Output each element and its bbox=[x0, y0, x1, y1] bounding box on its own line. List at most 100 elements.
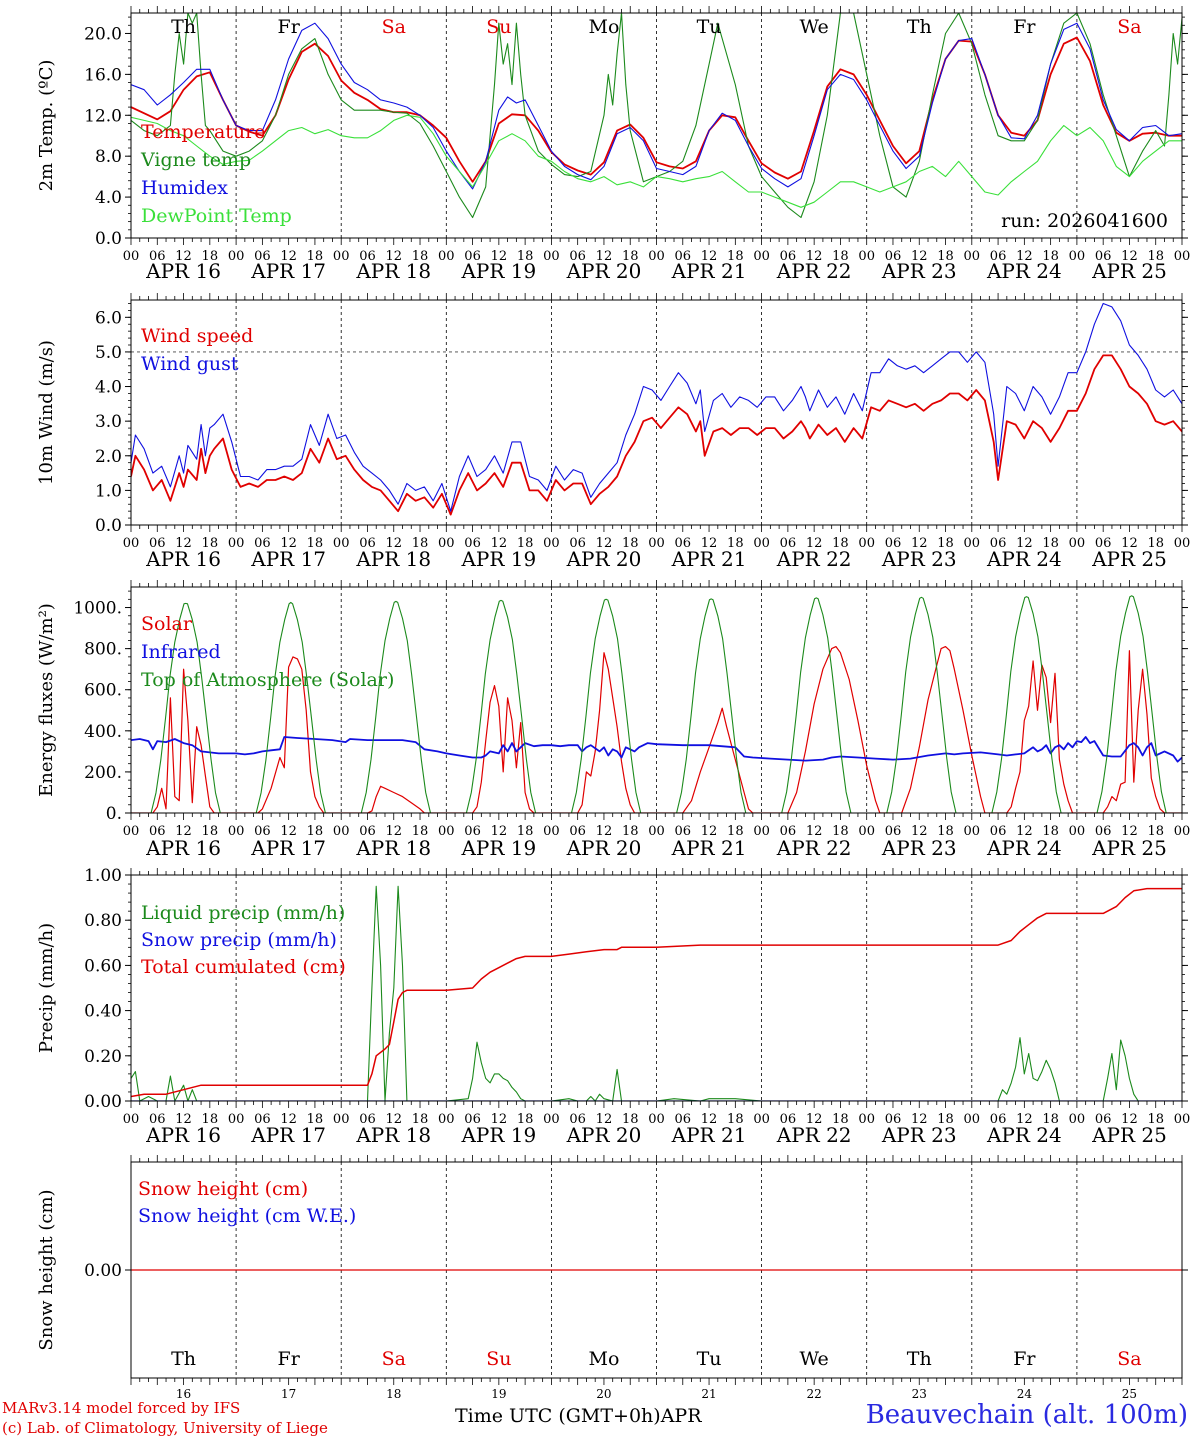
hour-tick-label: 12 bbox=[1016, 249, 1033, 264]
hour-tick-label: 12 bbox=[385, 824, 402, 839]
hour-tick-label: 18 bbox=[727, 249, 744, 264]
hour-tick-label: 12 bbox=[701, 824, 718, 839]
y-tick-label: 4.0 bbox=[95, 188, 122, 208]
hour-tick-label: 12 bbox=[1121, 536, 1138, 551]
y-tick-label: 6.0 bbox=[95, 308, 122, 328]
hour-tick-label: 18 bbox=[832, 536, 849, 551]
y-axis-label: Energy fluxes (W/m²) bbox=[36, 603, 57, 797]
date-label: APR 25 bbox=[1091, 836, 1167, 860]
day-of-week-bottom: Sa bbox=[1117, 1348, 1141, 1370]
day-of-week-top: Sa bbox=[1117, 16, 1141, 38]
legend-entry: Total cumulated (cm) bbox=[141, 956, 346, 978]
hour-tick-label: 06 bbox=[254, 824, 271, 839]
hour-tick-label: 00 bbox=[964, 249, 981, 264]
hour-tick-label: 06 bbox=[780, 249, 797, 264]
hour-tick-label: 18 bbox=[307, 536, 324, 551]
day-of-week-bottom: We bbox=[800, 1348, 829, 1370]
y-axis-label: Snow height (cm) bbox=[36, 1189, 57, 1350]
hour-tick-label: 06 bbox=[359, 536, 376, 551]
hour-tick-label: 06 bbox=[254, 249, 271, 264]
date-label: APR 16 bbox=[145, 1123, 221, 1147]
day-number: 16 bbox=[176, 1387, 191, 1401]
date-label: APR 22 bbox=[776, 259, 852, 283]
day-of-week-top: Th bbox=[907, 16, 932, 38]
hour-tick-label: 06 bbox=[675, 249, 692, 264]
hour-tick-label: 18 bbox=[1042, 536, 1059, 551]
hour-tick-label: 00 bbox=[648, 536, 665, 551]
hour-tick-label: 00 bbox=[333, 1112, 350, 1127]
hour-tick-label: 06 bbox=[990, 249, 1007, 264]
day-number: 23 bbox=[912, 1387, 927, 1401]
legend-entry: Snow precip (mm/h) bbox=[141, 929, 337, 951]
hour-tick-label: 12 bbox=[806, 1112, 823, 1127]
hour-tick-label: 18 bbox=[727, 536, 744, 551]
hour-tick-label: 00 bbox=[123, 536, 140, 551]
date-label: APR 22 bbox=[776, 547, 852, 571]
y-axis-label: 10m Wind (m/s) bbox=[36, 340, 57, 485]
hour-tick-label: 06 bbox=[149, 824, 166, 839]
day-number: 19 bbox=[491, 1387, 506, 1401]
date-label: APR 18 bbox=[355, 259, 431, 283]
y-tick-label: 0.00 bbox=[84, 1092, 122, 1112]
hour-tick-label: 12 bbox=[1121, 1112, 1138, 1127]
hour-tick-label: 18 bbox=[1042, 249, 1059, 264]
y-tick-label: 12.0 bbox=[84, 106, 122, 126]
series-line-wind-gust bbox=[131, 302, 1182, 512]
hour-tick-label: 00 bbox=[648, 1112, 665, 1127]
hour-tick-label: 12 bbox=[1016, 1112, 1033, 1127]
y-tick-label: 20.0 bbox=[84, 24, 122, 44]
hour-tick-label: 12 bbox=[911, 824, 928, 839]
hour-tick-label: 12 bbox=[701, 1112, 718, 1127]
hour-tick-label: 06 bbox=[254, 1112, 271, 1127]
series-line-solar bbox=[131, 646, 1182, 813]
date-label: APR 21 bbox=[671, 836, 747, 860]
date-label: APR 17 bbox=[250, 836, 326, 860]
date-label: APR 23 bbox=[881, 836, 957, 860]
hour-tick-label: 00 bbox=[438, 1112, 455, 1127]
y-tick-label: 0.60 bbox=[84, 956, 122, 976]
y-tick-label: 2.0 bbox=[95, 447, 122, 467]
day-number: 21 bbox=[701, 1387, 716, 1401]
panel-snow: 0.00 Snow height (cm) Snow height (cm) Snow… bbox=[36, 1155, 1188, 1401]
hour-tick-label: 06 bbox=[885, 1112, 902, 1127]
hour-tick-label: 12 bbox=[911, 1112, 928, 1127]
legend-entry: Snow height (cm) bbox=[138, 1178, 308, 1200]
hour-tick-label: 12 bbox=[1121, 824, 1138, 839]
date-label: APR 23 bbox=[881, 259, 957, 283]
y-tick-label: 16.0 bbox=[84, 65, 122, 85]
y-tick-label: 0.20 bbox=[84, 1047, 122, 1067]
hour-tick-label: 00 bbox=[858, 536, 875, 551]
hour-tick-label: 18 bbox=[832, 824, 849, 839]
hour-tick-label: 00 bbox=[438, 824, 455, 839]
hour-tick-label: 06 bbox=[675, 1112, 692, 1127]
hour-tick-label: 12 bbox=[385, 1112, 402, 1127]
hour-tick-label: 06 bbox=[149, 1112, 166, 1127]
date-label: APR 18 bbox=[355, 547, 431, 571]
series-group bbox=[131, 595, 1182, 813]
hour-tick-label: 00 bbox=[123, 1112, 140, 1127]
date-label: APR 20 bbox=[566, 836, 642, 860]
station-name: Beauvechain (alt. 100m) bbox=[865, 1400, 1188, 1430]
hour-tick-label: 00 bbox=[648, 249, 665, 264]
date-label: APR 24 bbox=[986, 547, 1062, 571]
hour-tick-label: 12 bbox=[596, 1112, 613, 1127]
hour-tick-label: 00 bbox=[1174, 824, 1191, 839]
hour-tick-label: 12 bbox=[806, 824, 823, 839]
hour-tick-label: 06 bbox=[885, 249, 902, 264]
hour-tick-label: 12 bbox=[491, 824, 508, 839]
hour-tick-label: 00 bbox=[964, 536, 981, 551]
hour-tick-label: 06 bbox=[1095, 1112, 1112, 1127]
hour-tick-label: 00 bbox=[753, 824, 770, 839]
day-of-week-top: We bbox=[800, 16, 829, 38]
y-tick-label: 0.80 bbox=[84, 911, 122, 931]
hour-tick-label: 06 bbox=[569, 824, 586, 839]
hour-tick-label: 00 bbox=[858, 249, 875, 264]
hour-tick-label: 00 bbox=[1069, 1112, 1086, 1127]
hour-tick-label: 00 bbox=[543, 824, 560, 839]
hour-tick-label: 00 bbox=[753, 1112, 770, 1127]
hour-tick-label: 00 bbox=[1174, 249, 1191, 264]
hour-tick-label: 18 bbox=[412, 1112, 429, 1127]
hour-tick-label: 18 bbox=[202, 536, 219, 551]
day-of-week-top: Fr bbox=[278, 16, 301, 38]
